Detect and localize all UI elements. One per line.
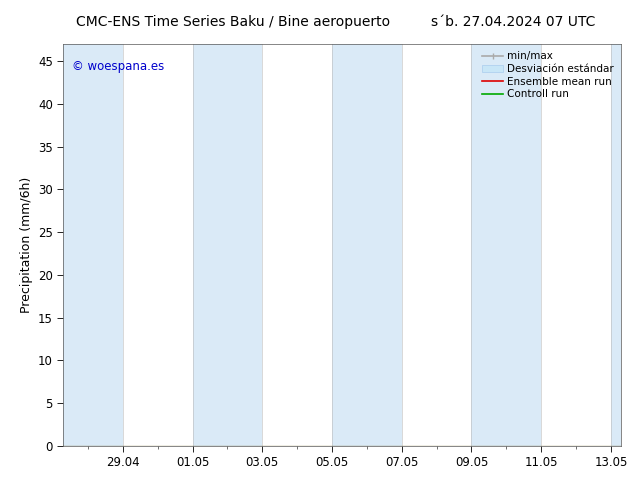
Bar (472, 44, 541, 446)
Bar (332, 44, 402, 446)
Text: CMC-ENS Time Series Baku / Bine aeropuerto: CMC-ENS Time Series Baku / Bine aeropuer… (76, 15, 390, 29)
Bar (63, 44, 123, 446)
Y-axis label: Precipitation (mm/6h): Precipitation (mm/6h) (20, 177, 32, 313)
Legend: min/max, Desviación estándar, Ensemble mean run, Controll run: min/max, Desviación estándar, Ensemble m… (478, 47, 618, 103)
Bar (193, 44, 262, 446)
Text: © woespana.es: © woespana.es (72, 60, 164, 73)
Bar (611, 44, 621, 446)
Text: s´b. 27.04.2024 07 UTC: s´b. 27.04.2024 07 UTC (431, 15, 595, 29)
